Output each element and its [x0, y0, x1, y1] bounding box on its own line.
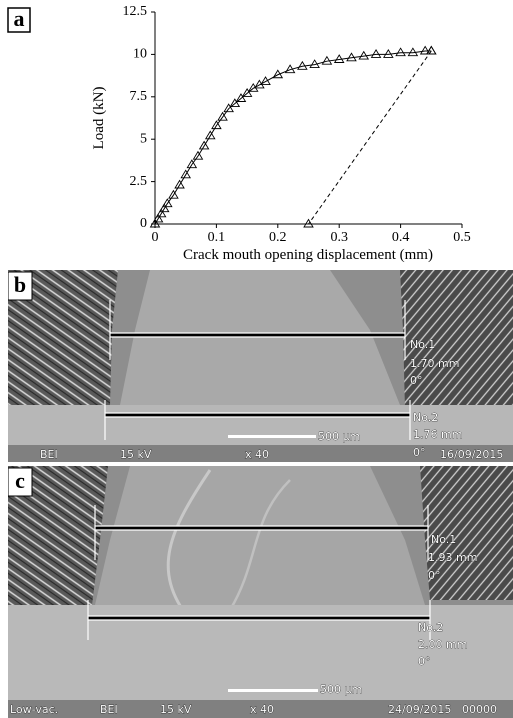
point [421, 47, 430, 55]
panel-label: b [14, 272, 26, 297]
point [427, 47, 436, 55]
point [236, 94, 245, 102]
sem-info: 00000 [462, 703, 497, 716]
panel-b: No.1 1.70 mm 0° No.2 1.76 mm 0° BEI 15 k… [8, 270, 513, 462]
x-tick-label: 0.3 [330, 230, 348, 245]
sem-info: 15 kV [160, 703, 192, 716]
y-tick-label: 2.5 [130, 174, 148, 189]
y-tick-label: 10 [133, 47, 147, 62]
x-tick-label: 0 [152, 230, 159, 245]
point [427, 47, 436, 55]
notch [95, 466, 425, 605]
sem-info: BEI [40, 448, 58, 461]
point [396, 48, 405, 56]
y-axis-label: Load (kN) [91, 87, 107, 150]
measure-length: 1.70 mm [410, 357, 459, 370]
sem-info: x 40 [245, 448, 269, 461]
x-axis-label: Crack mouth opening displacement (mm) [183, 247, 433, 263]
panel-label: a [14, 6, 25, 31]
point [224, 104, 233, 112]
panel-label: c [15, 468, 25, 493]
sem-info: x 40 [250, 703, 274, 716]
y-tick-label: 7.5 [130, 89, 148, 104]
sem-info: 15 kV [120, 448, 152, 461]
sem-info: 500 µm [318, 430, 360, 443]
measure-angle: 0° [413, 446, 426, 459]
sem-info: 24/09/2015 [388, 703, 451, 716]
measure-id: No.1 [410, 338, 435, 351]
measure-length: 1.93 mm [428, 551, 477, 564]
point [372, 50, 381, 58]
scale-bar [228, 689, 318, 692]
measure-id: No.2 [418, 621, 443, 634]
measure-id: No.2 [413, 411, 438, 424]
sem-info: Low-vac. [10, 703, 58, 716]
sem-info: 500 µm [320, 683, 362, 696]
panel-c: No.1 1.93 mm 0° No.2 2.00 mm 0° Low-vac.… [8, 466, 513, 718]
measure-id: No.1 [431, 533, 456, 546]
point [243, 89, 252, 97]
x-tick-label: 0.5 [453, 230, 471, 245]
scale-bar [228, 435, 316, 438]
y-tick-label: 5 [140, 131, 147, 146]
series-line [309, 51, 432, 224]
series-line [155, 51, 431, 224]
x-tick-label: 0.4 [392, 230, 410, 245]
figure: a Crack mouth opening displacement (mm) … [0, 0, 513, 718]
y-tick-label: 0 [140, 216, 147, 231]
panel-a: a Crack mouth opening displacement (mm) … [8, 4, 471, 263]
x-tick-label: 0.2 [269, 230, 287, 245]
measure-length: 2.00 mm [418, 638, 467, 651]
sem-info: 16/09/2015 [440, 448, 503, 461]
measure-angle: 0° [410, 374, 423, 387]
measure-angle: 0° [428, 569, 441, 582]
measure-angle: 0° [418, 655, 431, 668]
y-tick-label: 12.5 [123, 4, 148, 19]
point [230, 99, 239, 107]
sem-info: BEI [100, 703, 118, 716]
x-tick-label: 0.1 [208, 230, 226, 245]
measure-length: 1.76 mm [413, 428, 462, 441]
